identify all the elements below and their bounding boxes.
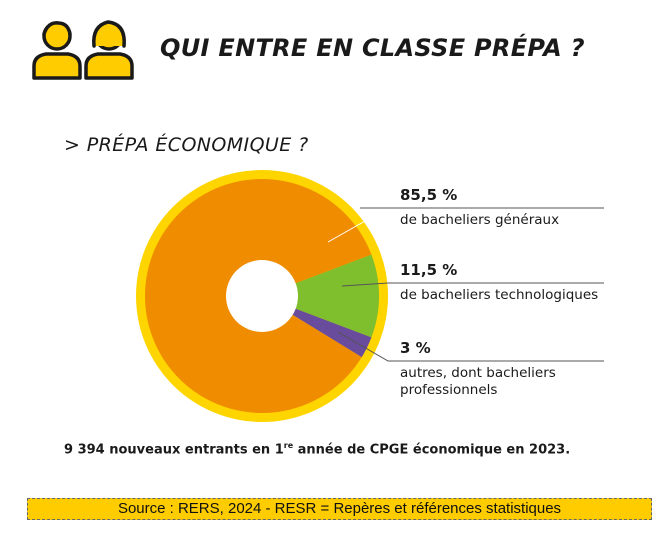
- page-title: QUI ENTRE EN CLASSE PRÉPA ?: [160, 34, 585, 62]
- donut-hole: [226, 260, 298, 332]
- slice-category-label: de bacheliers technologiques: [400, 287, 598, 303]
- pie-slice: [262, 254, 380, 338]
- slice-category-label: professionnels: [400, 382, 497, 398]
- slice-value-label: 3 %: [400, 339, 431, 357]
- slice-category-label: de bacheliers généraux: [400, 212, 559, 228]
- section-title: > PRÉPA ÉCONOMIQUE ?: [64, 134, 309, 156]
- leader-line: [337, 331, 604, 362]
- footnote: 9 394 nouveaux entrants en 1re année de …: [64, 441, 570, 457]
- footnote-superscript: re: [283, 441, 294, 450]
- slice-category-label: autres, dont bacheliers: [400, 365, 556, 381]
- slice-value-label: 11,5 %: [400, 261, 457, 279]
- footnote-text-end: année de CPGE économique en 2023.: [293, 442, 571, 458]
- source-bar: Source : RERS, 2024 - RESR = Repères et …: [27, 498, 652, 520]
- footnote-text: 9 394 nouveaux entrants en 1: [64, 442, 284, 458]
- people-icon: [32, 20, 134, 80]
- slice-value-label: 85,5 %: [400, 186, 457, 204]
- leader-line: [341, 282, 604, 287]
